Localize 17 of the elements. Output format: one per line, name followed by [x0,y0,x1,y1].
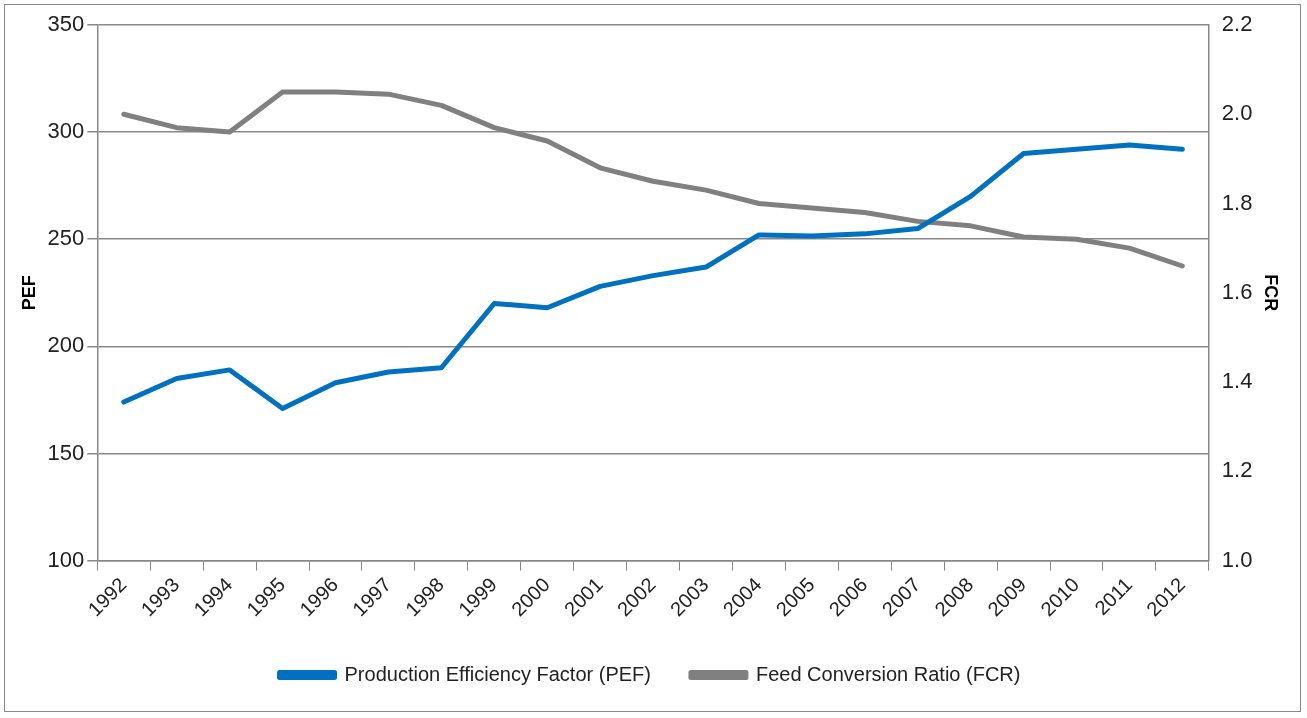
y-tick-label: 100 [47,546,85,572]
y2-tick-label: 2.2 [1221,11,1253,37]
y-tick-label: 200 [47,332,85,358]
legend-label: Feed Conversion Ratio (FCR) [755,662,1021,685]
y2-tick-label: 2.0 [1221,100,1253,126]
y2-axis-title: FCR [1261,274,1282,312]
y-tick-label: 300 [47,118,85,144]
y-tick-label: 350 [47,11,85,37]
y2-tick-label: 1.0 [1221,546,1253,572]
y2-tick-label: 1.4 [1221,368,1253,394]
y-tick-label: 250 [47,225,85,251]
y2-tick-label: 1.8 [1221,189,1253,215]
y-axis-title: PEF [18,275,39,311]
y2-tick-label: 1.6 [1221,278,1253,304]
y2-tick-label: 1.2 [1221,457,1253,483]
legend-label: Production Efficiency Factor (PEF) [344,662,651,685]
y-tick-label: 150 [47,439,85,465]
